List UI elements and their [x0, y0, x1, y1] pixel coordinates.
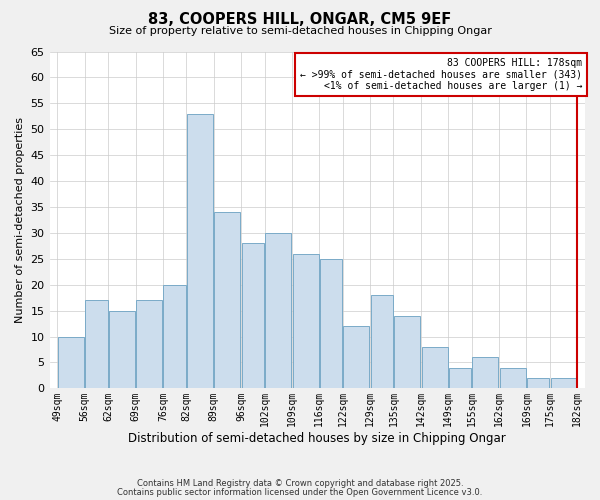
- Bar: [320, 259, 342, 388]
- Bar: [163, 284, 186, 389]
- Text: Contains public sector information licensed under the Open Government Licence v3: Contains public sector information licen…: [118, 488, 482, 497]
- Bar: [449, 368, 471, 388]
- Text: 83, COOPERS HILL, ONGAR, CM5 9EF: 83, COOPERS HILL, ONGAR, CM5 9EF: [148, 12, 452, 28]
- Bar: [187, 114, 213, 388]
- Text: Contains HM Land Registry data © Crown copyright and database right 2025.: Contains HM Land Registry data © Crown c…: [137, 478, 463, 488]
- Bar: [58, 336, 84, 388]
- X-axis label: Distribution of semi-detached houses by size in Chipping Ongar: Distribution of semi-detached houses by …: [128, 432, 506, 445]
- Text: Size of property relative to semi-detached houses in Chipping Ongar: Size of property relative to semi-detach…: [109, 26, 491, 36]
- Bar: [422, 347, 448, 389]
- Bar: [136, 300, 162, 388]
- Bar: [394, 316, 420, 388]
- Bar: [214, 212, 241, 388]
- Y-axis label: Number of semi-detached properties: Number of semi-detached properties: [15, 117, 25, 323]
- Bar: [85, 300, 107, 388]
- Bar: [371, 295, 393, 388]
- Bar: [551, 378, 577, 388]
- Bar: [109, 310, 135, 388]
- Bar: [293, 254, 319, 388]
- Bar: [472, 358, 499, 388]
- Bar: [527, 378, 549, 388]
- Bar: [265, 233, 291, 388]
- Text: 83 COOPERS HILL: 178sqm
← >99% of semi-detached houses are smaller (343)
<1% of : 83 COOPERS HILL: 178sqm ← >99% of semi-d…: [301, 58, 583, 92]
- Bar: [500, 368, 526, 388]
- Bar: [343, 326, 370, 388]
- Bar: [242, 244, 264, 388]
